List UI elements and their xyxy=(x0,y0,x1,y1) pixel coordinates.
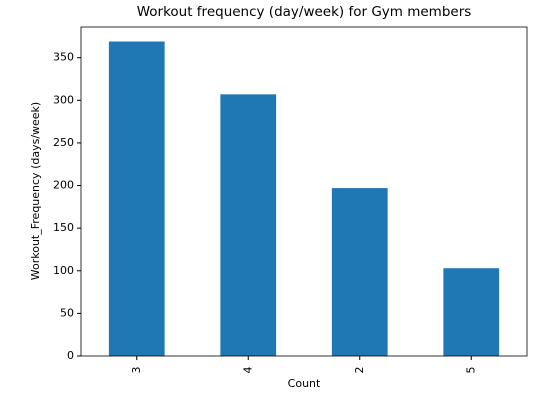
y-tick-label: 0 xyxy=(67,349,74,362)
bar xyxy=(443,268,500,356)
x-tick-label: 2 xyxy=(353,367,366,374)
y-tick-label: 100 xyxy=(53,264,74,277)
x-axis-label: Count xyxy=(288,377,321,390)
bar xyxy=(108,41,165,357)
y-tick-label: 150 xyxy=(53,221,74,234)
x-tick-label: 5 xyxy=(464,367,477,374)
y-tick-label: 200 xyxy=(53,179,74,192)
y-tick-label: 350 xyxy=(53,51,74,64)
chart-title: Workout frequency (day/week) for Gym mem… xyxy=(137,4,472,20)
y-tick-label: 50 xyxy=(60,306,74,319)
bar xyxy=(220,94,277,356)
y-axis-label: Workout_Frequency (days/week) xyxy=(29,102,42,280)
x-tick-label: 4 xyxy=(241,367,254,374)
y-tick-label: 250 xyxy=(53,136,74,149)
plot-frame xyxy=(80,26,528,357)
y-tick-label: 300 xyxy=(53,93,74,106)
bar xyxy=(331,188,388,356)
x-tick-label: 3 xyxy=(130,367,143,374)
